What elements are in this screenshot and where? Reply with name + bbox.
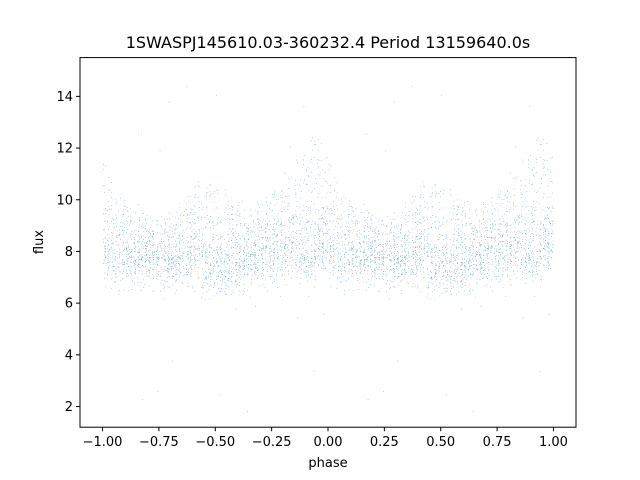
- x-tick-label: −0.50: [195, 435, 235, 450]
- y-tick-label: 8: [65, 245, 73, 260]
- y-tick-label: 2: [65, 400, 73, 415]
- y-tick-label: 10: [56, 193, 73, 208]
- x-tick-label: 1.00: [539, 435, 568, 450]
- x-tick-label: 0.50: [426, 435, 455, 450]
- x-axis-label: phase: [308, 456, 347, 471]
- y-tick-label: 12: [56, 142, 73, 157]
- x-tick-label: 0.75: [483, 435, 512, 450]
- x-tick-label: 0.00: [314, 435, 343, 450]
- y-tick-label: 14: [56, 90, 73, 105]
- x-tick-label: −1.00: [83, 435, 123, 450]
- x-tick-label: 0.25: [370, 435, 399, 450]
- chart-title: 1SWASPJ145610.03-360232.4 Period 1315964…: [126, 33, 531, 52]
- x-tick-label: −0.25: [252, 435, 292, 450]
- y-tick-label: 6: [65, 297, 73, 312]
- y-tick-label: 4: [65, 348, 73, 363]
- y-axis: 2 4 6 8 10 12 14: [56, 90, 80, 415]
- y-axis-label: flux: [32, 230, 47, 254]
- x-tick-label: −0.75: [139, 435, 179, 450]
- x-axis: −1.00 −0.75 −0.50 −0.25 0.00 0.25 0.50 0.75 1.00: [83, 427, 568, 450]
